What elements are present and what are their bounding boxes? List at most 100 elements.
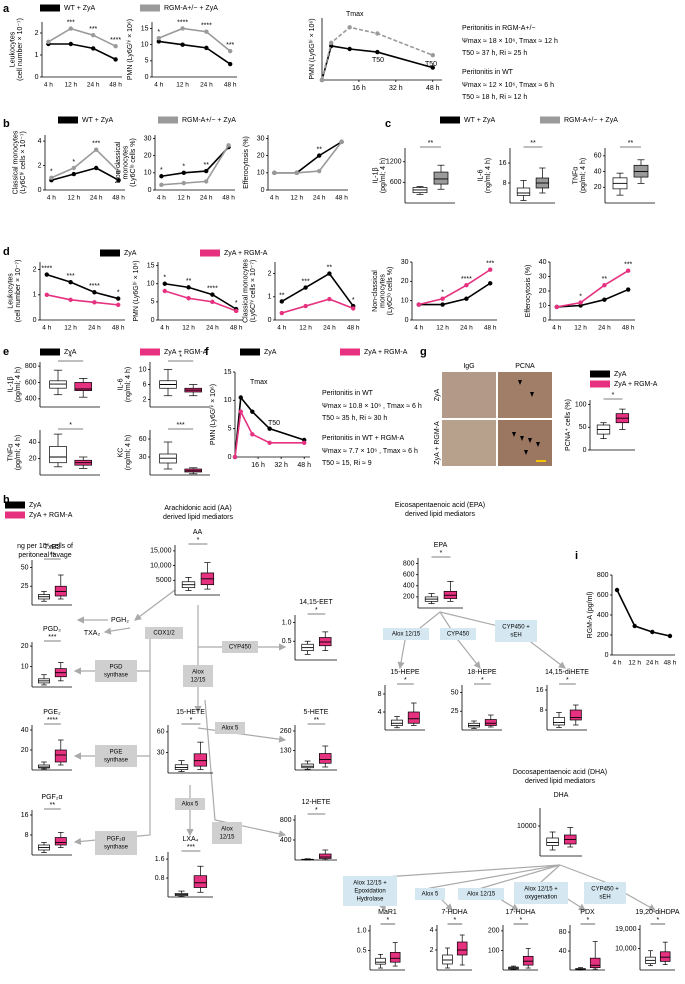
box <box>389 952 401 963</box>
point <box>113 57 118 62</box>
x-tick-label: 12 h <box>176 82 189 89</box>
y-axis-label: monocytes <box>122 145 129 179</box>
y-axis-label: monocytes <box>379 274 386 308</box>
point <box>267 426 272 431</box>
micrograph <box>498 372 552 418</box>
enzyme-label: Alox <box>192 670 204 676</box>
significance: * <box>72 159 75 166</box>
y-tick-label: 40 <box>559 948 567 955</box>
enzyme-label: PGD <box>109 665 123 671</box>
group-header: Docosapentaenoic acid (DHA) <box>513 769 607 776</box>
y-tick-label: 4 <box>38 138 42 145</box>
point <box>226 143 231 148</box>
y-tick-label: 800 <box>280 817 292 824</box>
legend-label: ZyA + RGM-A <box>614 381 658 388</box>
point <box>351 306 356 311</box>
significance: * <box>117 163 120 170</box>
point <box>94 165 99 171</box>
significance: * <box>235 300 238 307</box>
y-tick-label: 400 <box>25 396 37 403</box>
point <box>250 409 255 414</box>
y-tick-label: 30 <box>144 135 152 142</box>
y-axis-label: (Ly6Cˡᵒ cells %) <box>130 138 137 187</box>
point <box>327 271 332 276</box>
y-tick-label: 0 <box>605 652 609 659</box>
y-tick-label: 0 <box>38 187 42 194</box>
box <box>553 717 565 726</box>
x-tick-label: 24 h <box>646 660 659 667</box>
y-tick-label: 600 <box>25 379 37 386</box>
y-axis-label: (ng/ml; 4 h) <box>485 158 492 193</box>
box <box>193 753 208 767</box>
enzyme-label: CYP450 <box>229 645 252 651</box>
point <box>303 285 308 290</box>
point <box>464 283 469 288</box>
significance: *** <box>302 278 310 285</box>
enzyme-label: COX1/2 <box>153 631 175 637</box>
legend-swatch <box>58 116 78 124</box>
point <box>228 61 233 67</box>
y-tick-label: 60 <box>157 729 165 736</box>
point <box>116 296 121 301</box>
x-tick-label: 24 h <box>323 325 336 332</box>
point <box>210 299 215 305</box>
x-tick-label: 4 h <box>154 82 163 89</box>
enzyme-box <box>458 888 504 900</box>
y-tick-label: 600 <box>597 592 609 599</box>
y-tick-label: 0 <box>268 317 272 324</box>
chart-title: PGD₂ <box>43 626 61 633</box>
panel-letter: a <box>3 3 10 15</box>
significance: * <box>160 167 163 174</box>
significance: * <box>182 164 185 171</box>
group-header: derived lipid mediators <box>405 511 476 518</box>
point <box>347 25 352 30</box>
x-tick-label: 24 h <box>598 325 611 332</box>
y-tick-label: 40 <box>29 439 37 446</box>
y-axis-label: IL-6 <box>477 169 484 181</box>
legend-label: ZyA <box>29 502 42 509</box>
significance: ** <box>628 140 634 147</box>
significance: *** <box>67 273 75 280</box>
point <box>68 41 74 47</box>
y-tick-label: 0 <box>148 187 152 194</box>
row-label: ZyA <box>434 388 441 401</box>
y-tick-label: 15,000 <box>150 548 172 555</box>
x-tick-label: 48 h <box>484 325 497 332</box>
y-axis-label: PMN (Ly6Gʰⁱ × 10⁶) <box>308 18 316 79</box>
significance: * <box>586 917 589 924</box>
enzyme-label: Epoxidation <box>354 889 385 895</box>
y-tick-label: 30 <box>401 259 409 266</box>
point <box>94 147 99 152</box>
point <box>294 170 299 176</box>
y-tick-label: 10,000 <box>150 562 172 569</box>
y-axis-label: Leukocytes <box>7 273 14 309</box>
significance: * <box>386 917 389 924</box>
y-tick-label: 0.5 <box>282 638 292 645</box>
series-line <box>158 40 231 65</box>
legend-label: ZyA <box>124 250 137 257</box>
chart-title: 17-HDHA <box>506 909 536 916</box>
point <box>267 440 272 446</box>
note: Tmax <box>250 379 268 386</box>
legend-swatch <box>200 249 220 257</box>
significance: * <box>579 293 582 300</box>
enzyme-box <box>440 628 476 640</box>
chart-title: 5-HETE <box>304 709 329 716</box>
y-tick-label: 10 <box>147 281 155 288</box>
note: T50 ≈ 18 h, Ri ≈ 12 h <box>462 94 527 101</box>
point <box>162 281 167 286</box>
enzyme-label: CYP450 <box>447 632 470 638</box>
x-tick-label: 16 h <box>251 462 265 469</box>
row-label: ZyA + RGM-A <box>434 421 441 465</box>
y-axis-label: RGM-A (pg/ml) <box>587 592 594 639</box>
panel-letter: b <box>3 118 10 130</box>
x-tick-label: 12 h <box>67 195 80 202</box>
significance: ** <box>602 276 608 283</box>
point <box>430 53 435 58</box>
point <box>186 296 191 301</box>
panel-letter: c <box>385 118 391 130</box>
point <box>650 629 655 635</box>
chart-title: 7-HDHA <box>441 909 467 916</box>
point <box>159 182 164 188</box>
significance: *** <box>226 42 234 49</box>
